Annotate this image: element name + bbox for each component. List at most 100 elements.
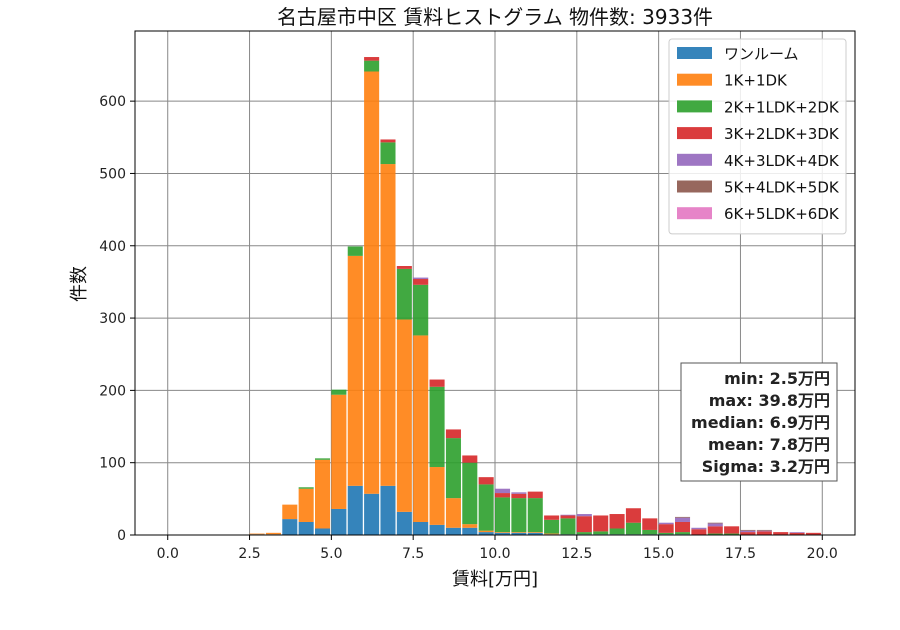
legend: ワンルーム 1K+1DK 2K+1LDK+2DK 3K+2LDK+3DK 4K+3LDK… bbox=[668, 38, 847, 235]
bar-segment bbox=[527, 532, 543, 535]
bar-segment bbox=[560, 514, 576, 516]
legend-box bbox=[668, 38, 847, 235]
x-tick-label: 12.5 bbox=[561, 546, 592, 562]
bar-segment bbox=[642, 518, 658, 530]
bar-segment bbox=[789, 532, 805, 533]
bar-segment bbox=[331, 389, 347, 395]
bar-segment bbox=[675, 532, 691, 535]
bar-segment bbox=[462, 455, 478, 463]
bar-segment bbox=[675, 517, 691, 522]
bar-segment bbox=[396, 511, 412, 535]
bar-segment bbox=[707, 526, 723, 534]
legend-label: 3K+2LDK+3DK bbox=[724, 125, 840, 143]
bar-segment bbox=[495, 532, 511, 533]
bar-segment bbox=[576, 516, 592, 533]
legend-swatch bbox=[677, 207, 712, 220]
bar-segment bbox=[527, 498, 543, 533]
bar-segment bbox=[315, 459, 331, 529]
bar-segment bbox=[315, 458, 331, 460]
bar-segment bbox=[445, 438, 461, 499]
bar-segment bbox=[789, 532, 805, 535]
y-axis-title: 件数 bbox=[69, 266, 90, 302]
bar-segment bbox=[495, 497, 511, 533]
bar-segment bbox=[347, 246, 363, 256]
legend-swatch bbox=[677, 100, 712, 113]
bar-segment bbox=[495, 532, 511, 535]
bar-segment bbox=[740, 529, 756, 531]
x-tick-label: 17.5 bbox=[725, 546, 756, 562]
bar-segment bbox=[249, 533, 265, 535]
bar-segment bbox=[756, 529, 772, 531]
bar-segment bbox=[756, 530, 772, 532]
bar-segment bbox=[544, 515, 560, 520]
bar-segment bbox=[609, 514, 625, 529]
bar-segment bbox=[429, 524, 445, 535]
bar-segment bbox=[560, 518, 576, 535]
legend-label: 6K+5LDK+6DK bbox=[724, 205, 840, 223]
legend-swatch bbox=[677, 153, 712, 166]
bar-segment bbox=[740, 532, 756, 535]
bar-segment bbox=[380, 485, 396, 535]
bar-segment bbox=[364, 71, 380, 494]
bar-segment bbox=[413, 335, 429, 522]
bar-segment bbox=[658, 532, 674, 535]
bar-segment bbox=[298, 521, 314, 535]
x-tick-label: 2.5 bbox=[238, 546, 260, 562]
bar-segment bbox=[347, 255, 363, 486]
bar-segment bbox=[429, 467, 445, 525]
bar-segment bbox=[298, 487, 314, 489]
bar-segment bbox=[413, 521, 429, 535]
bar-segment bbox=[413, 277, 429, 280]
bar-segment bbox=[396, 319, 412, 512]
stats-box: min: 2.5万円 max: 39.8万円 median: 6.9万円 mean: … bbox=[680, 362, 838, 482]
bar-segment bbox=[544, 519, 560, 534]
bar-segment bbox=[396, 266, 412, 269]
bar-segment bbox=[495, 488, 511, 494]
bar-segment bbox=[429, 379, 445, 387]
bar-segment bbox=[282, 519, 298, 535]
bar-segment bbox=[756, 531, 772, 535]
y-tick-label: 200 bbox=[99, 383, 126, 399]
bar-segment bbox=[707, 533, 723, 535]
bar-segment bbox=[593, 515, 609, 532]
bar-segment bbox=[462, 527, 478, 535]
bar-segment bbox=[445, 498, 461, 528]
y-tick-label: 500 bbox=[99, 166, 126, 182]
bar-segment bbox=[265, 532, 281, 535]
bar-segment bbox=[380, 139, 396, 143]
bar-segment bbox=[625, 522, 641, 535]
x-tick-label: 15.0 bbox=[643, 546, 674, 562]
x-tick-label: 0.0 bbox=[157, 546, 179, 562]
bar-segment bbox=[462, 524, 478, 528]
legend-swatch bbox=[677, 47, 712, 59]
bar-segment bbox=[642, 529, 658, 535]
bar-segment bbox=[658, 522, 674, 525]
bar-segment bbox=[445, 527, 461, 535]
stat-min: min: 2.5万円 bbox=[724, 369, 830, 388]
stat-sigma: Sigma: 3.2万円 bbox=[702, 457, 830, 476]
bar-segment bbox=[511, 498, 527, 533]
bar-segment bbox=[527, 532, 543, 533]
bar-segment bbox=[445, 429, 461, 439]
chart-title: 名古屋市中区 賃料ヒストグラム 物件数: 3933件 bbox=[277, 5, 713, 29]
bar-segment bbox=[298, 488, 314, 522]
legend-label: 5K+4LDK+5DK bbox=[724, 179, 840, 197]
bar-segment bbox=[658, 524, 674, 533]
bar-segment bbox=[511, 532, 527, 535]
bar-segment bbox=[462, 462, 478, 525]
bar-segment bbox=[413, 284, 429, 336]
y-tick-label: 300 bbox=[99, 311, 126, 327]
legend-label: ワンルーム bbox=[724, 45, 799, 63]
bar-segment bbox=[675, 516, 691, 518]
bar-segment bbox=[576, 532, 592, 535]
bar-segment bbox=[429, 386, 445, 468]
grid-lines bbox=[135, 31, 855, 536]
x-tick-label: 7.5 bbox=[402, 546, 424, 562]
bar-segment bbox=[478, 530, 494, 533]
bar-segment bbox=[380, 142, 396, 165]
stats-frame bbox=[680, 362, 838, 482]
bar-segment bbox=[593, 531, 609, 535]
bar-segment bbox=[625, 508, 641, 523]
bar-segment bbox=[805, 532, 821, 535]
